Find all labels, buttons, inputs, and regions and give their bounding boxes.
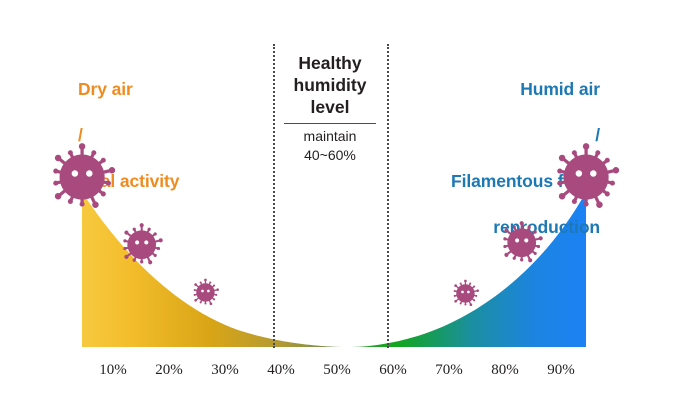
healthy-zone-rule <box>284 123 376 124</box>
healthy-zone-range: 40~60% <box>304 147 356 163</box>
virus-large-left-icon <box>37 132 127 222</box>
divider-60-percent <box>387 44 389 348</box>
virus-medium-left-icon <box>113 216 170 273</box>
healthy-zone-maintain: maintain <box>303 128 357 144</box>
virus-large-right-icon <box>541 132 631 222</box>
virus-small-right-icon <box>447 275 484 312</box>
healthy-zone-title: Healthy humidity level <box>293 53 367 117</box>
dry-air-slash: / <box>78 125 83 145</box>
virus-small-left-icon <box>187 274 224 311</box>
axis-tick-90-percent: 90% <box>547 362 575 378</box>
humid-air-slash: / <box>595 125 600 145</box>
axis-tick-10-percent: 10% <box>99 362 127 378</box>
axis-tick-40-percent: 40% <box>267 362 295 378</box>
axis-tick-30-percent: 30% <box>211 362 239 378</box>
dry-air-line1: Dry air <box>78 79 133 99</box>
divider-40-percent <box>273 44 275 348</box>
axis-tick-80-percent: 80% <box>491 362 519 378</box>
humidity-axis: 10% 20% 30% 40% 50% 60% 70% 80% 90% <box>0 362 696 386</box>
axis-tick-70-percent: 70% <box>435 362 463 378</box>
virus-medium-right-icon <box>493 214 550 271</box>
axis-tick-50-percent: 50% <box>323 362 351 378</box>
humid-air-line1: Humid air <box>520 79 600 99</box>
axis-tick-60-percent: 60% <box>379 362 407 378</box>
axis-tick-20-percent: 20% <box>155 362 183 378</box>
healthy-zone-label-group: Healthy humidity level maintain 40~60% <box>276 52 384 165</box>
